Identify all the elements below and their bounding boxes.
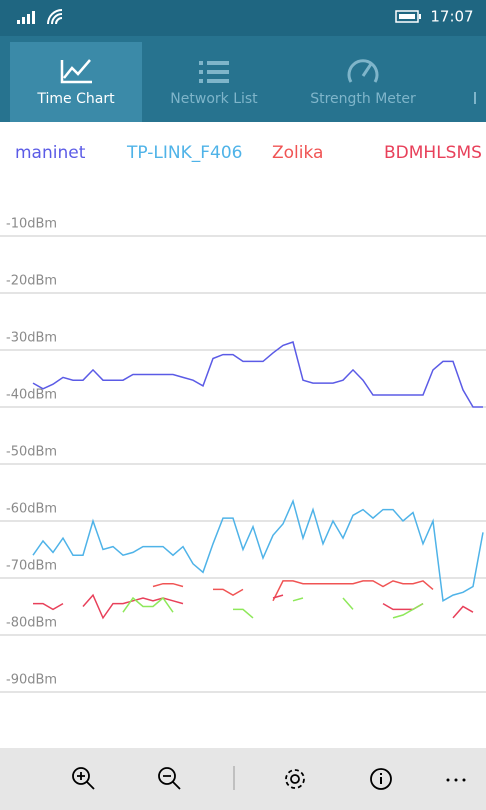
tab-time-chart[interactable]: Time Chart: [36, 59, 115, 107]
y-tick-label: -40dBm: [6, 388, 57, 403]
tab-label[interactable]: Strength Meter: [310, 91, 416, 107]
tab-label[interactable]: Network List: [170, 91, 258, 107]
y-tick-label: -10dBm: [6, 217, 57, 232]
y-tick-label: -20dBm: [6, 274, 57, 289]
wifi-icon: [47, 9, 63, 25]
series-line: [32, 341, 483, 408]
info-button[interactable]: [370, 768, 392, 790]
legend-entry: maninet: [15, 143, 86, 163]
grid: -10dBm -20dBm -30dBm -40dBm -50dBm -60dBm -70d…: [0, 217, 486, 693]
series-line: [122, 596, 424, 619]
legend: maninet TP-LINK_F406 Zolika BDMHLSMS: [15, 143, 482, 163]
series-line: [152, 580, 434, 602]
tab-network-list[interactable]: Network List: [170, 61, 258, 107]
y-tick-label: -60dBm: [6, 502, 57, 517]
y-tick-label: -50dBm: [6, 445, 57, 460]
y-tick-label: -70dBm: [6, 559, 57, 574]
clock: 17:07: [430, 8, 473, 26]
y-tick-label: -90dBm: [6, 673, 57, 688]
zoom-in-button[interactable]: [72, 767, 95, 790]
series-line: [33, 593, 474, 620]
tab-strength-meter[interactable]: Strength Meter: [310, 59, 416, 107]
legend-entry: BDMHLSMS: [384, 143, 482, 163]
tab-label[interactable]: Time Chart: [36, 91, 115, 107]
plot-area: [32, 341, 484, 620]
legend-entry: Zolika: [272, 143, 323, 163]
series-line: [32, 498, 484, 603]
zoom-out-button[interactable]: [158, 767, 181, 790]
tab-overflow: [474, 92, 476, 104]
settings-button[interactable]: [285, 769, 305, 789]
legend-entry: TP-LINK_F406: [126, 143, 242, 163]
more-button[interactable]: [446, 778, 466, 782]
y-tick-label: -30dBm: [6, 331, 57, 346]
signal-icon: [17, 11, 35, 24]
battery-icon: [395, 10, 421, 23]
y-tick-label: -80dBm: [6, 616, 57, 631]
